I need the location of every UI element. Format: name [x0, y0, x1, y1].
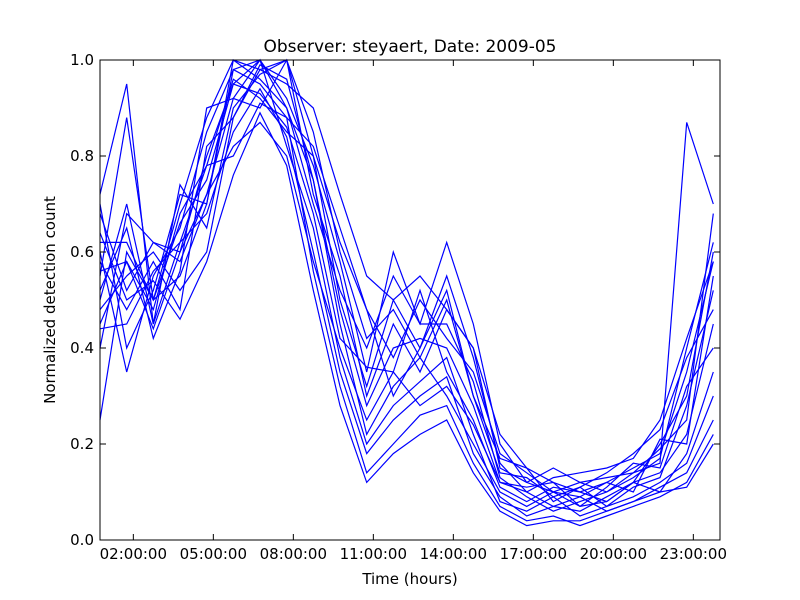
y-tick-label: 1.0 [70, 51, 94, 69]
series-line-9 [100, 83, 714, 503]
chart-title: Observer: steyaert, Date: 2009-05 [264, 37, 557, 57]
series-line-12 [99, 58, 714, 517]
x-tick-label: 11:00:00 [340, 545, 407, 563]
plot-lines [99, 58, 714, 527]
y-axis: 0.0 0.2 0.4 0.6 0.8 1.0 [70, 51, 720, 549]
y-tick-label: 0.6 [70, 243, 94, 261]
y-axis-label: Normalized detection count [41, 196, 59, 404]
series-line-15 [99, 111, 714, 527]
x-axis-label: Time (hours) [361, 570, 457, 588]
plot-frame [99, 59, 721, 541]
y-tick-label: 0.2 [70, 435, 94, 453]
series-line-16 [99, 121, 714, 493]
y-tick-label: 0.4 [70, 339, 94, 357]
x-tick-label: 17:00:00 [500, 545, 567, 563]
series-line-7 [99, 59, 714, 484]
x-tick-label: 02:00:00 [100, 545, 167, 563]
y-tick-label: 0.0 [70, 531, 94, 549]
x-tick-label: 23:00:00 [660, 545, 727, 563]
series-line-14 [99, 102, 714, 527]
y-tick-label: 0.8 [70, 147, 94, 165]
x-tick-label: 14:00:00 [420, 545, 487, 563]
series-line-10 [99, 59, 714, 503]
x-tick-label: 20:00:00 [580, 545, 647, 563]
series-line-6 [99, 59, 714, 512]
series-line-1 [99, 78, 714, 493]
x-axis: 02:00:00 05:00:00 08:00:00 11:00:00 14:00:00… [100, 60, 727, 563]
x-tick-label: 05:00:00 [180, 545, 247, 563]
series-line-5 [99, 58, 714, 508]
x-tick-label: 08:00:00 [260, 545, 327, 563]
series-line-11 [99, 58, 714, 508]
